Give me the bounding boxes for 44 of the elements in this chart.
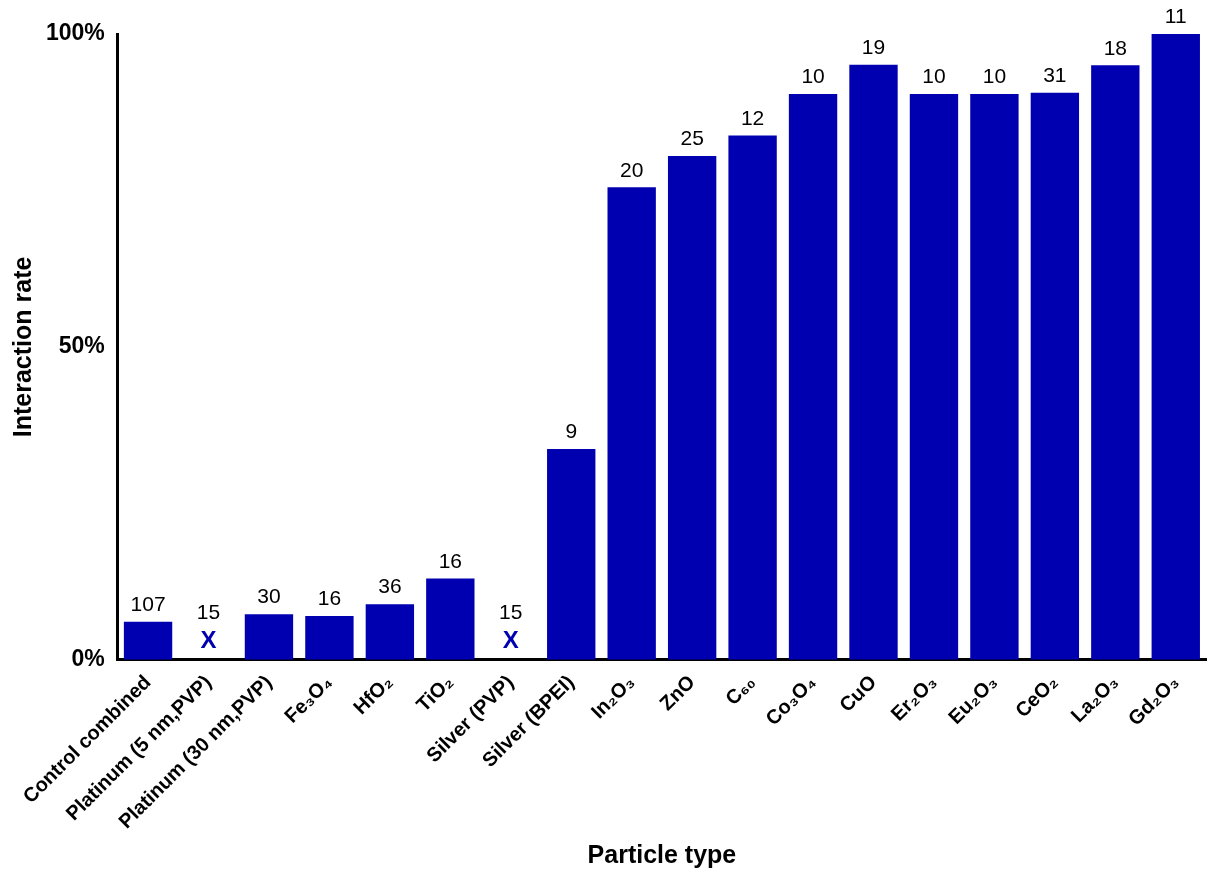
y-tick-label: 50% <box>58 332 105 359</box>
annotation: 15 <box>499 600 523 624</box>
annotation: 36 <box>378 574 402 598</box>
bar <box>728 135 777 660</box>
x-tick-label: TiO₂ <box>411 670 458 716</box>
bar <box>244 614 294 660</box>
annotation: X <box>200 626 217 654</box>
bar <box>970 94 1019 660</box>
bar <box>547 448 596 660</box>
annotation: 11 <box>1164 4 1187 28</box>
annotation: 19 <box>861 34 886 58</box>
annotation: 16 <box>317 586 342 610</box>
annotation: 9 <box>565 419 578 443</box>
annotation: 30 <box>257 584 281 608</box>
bar <box>849 64 898 660</box>
bar <box>123 621 173 660</box>
x-tick-label: CuO <box>834 670 881 716</box>
annotation: 20 <box>620 157 644 181</box>
x-tick-label: C₆₀ <box>720 670 760 710</box>
annotation: 31 <box>1043 63 1067 87</box>
y-tick-label: 100% <box>46 19 105 46</box>
annotation: 12 <box>740 105 765 129</box>
annotation: 16 <box>438 548 462 572</box>
annotation: 107 <box>130 591 166 615</box>
bar <box>607 187 656 660</box>
bar <box>788 94 838 660</box>
bar <box>1091 65 1140 660</box>
bar <box>667 156 717 660</box>
annotation: 10 <box>922 64 946 88</box>
y-tick-label: 0% <box>71 645 105 672</box>
bar <box>1030 92 1080 660</box>
bar <box>305 616 354 660</box>
x-axis-title: Particle type <box>587 839 737 868</box>
annotation: 18 <box>1103 35 1127 59</box>
annotation: 15 <box>196 600 221 624</box>
bar <box>909 94 959 660</box>
bar <box>426 578 475 660</box>
y-axis-title: Interaction rate <box>7 256 36 438</box>
annotation: 10 <box>982 64 1007 88</box>
bar <box>1151 34 1200 660</box>
annotation: 10 <box>801 64 825 88</box>
annotation: 25 <box>680 126 704 150</box>
annotation: X <box>502 626 519 654</box>
bar <box>365 604 415 660</box>
